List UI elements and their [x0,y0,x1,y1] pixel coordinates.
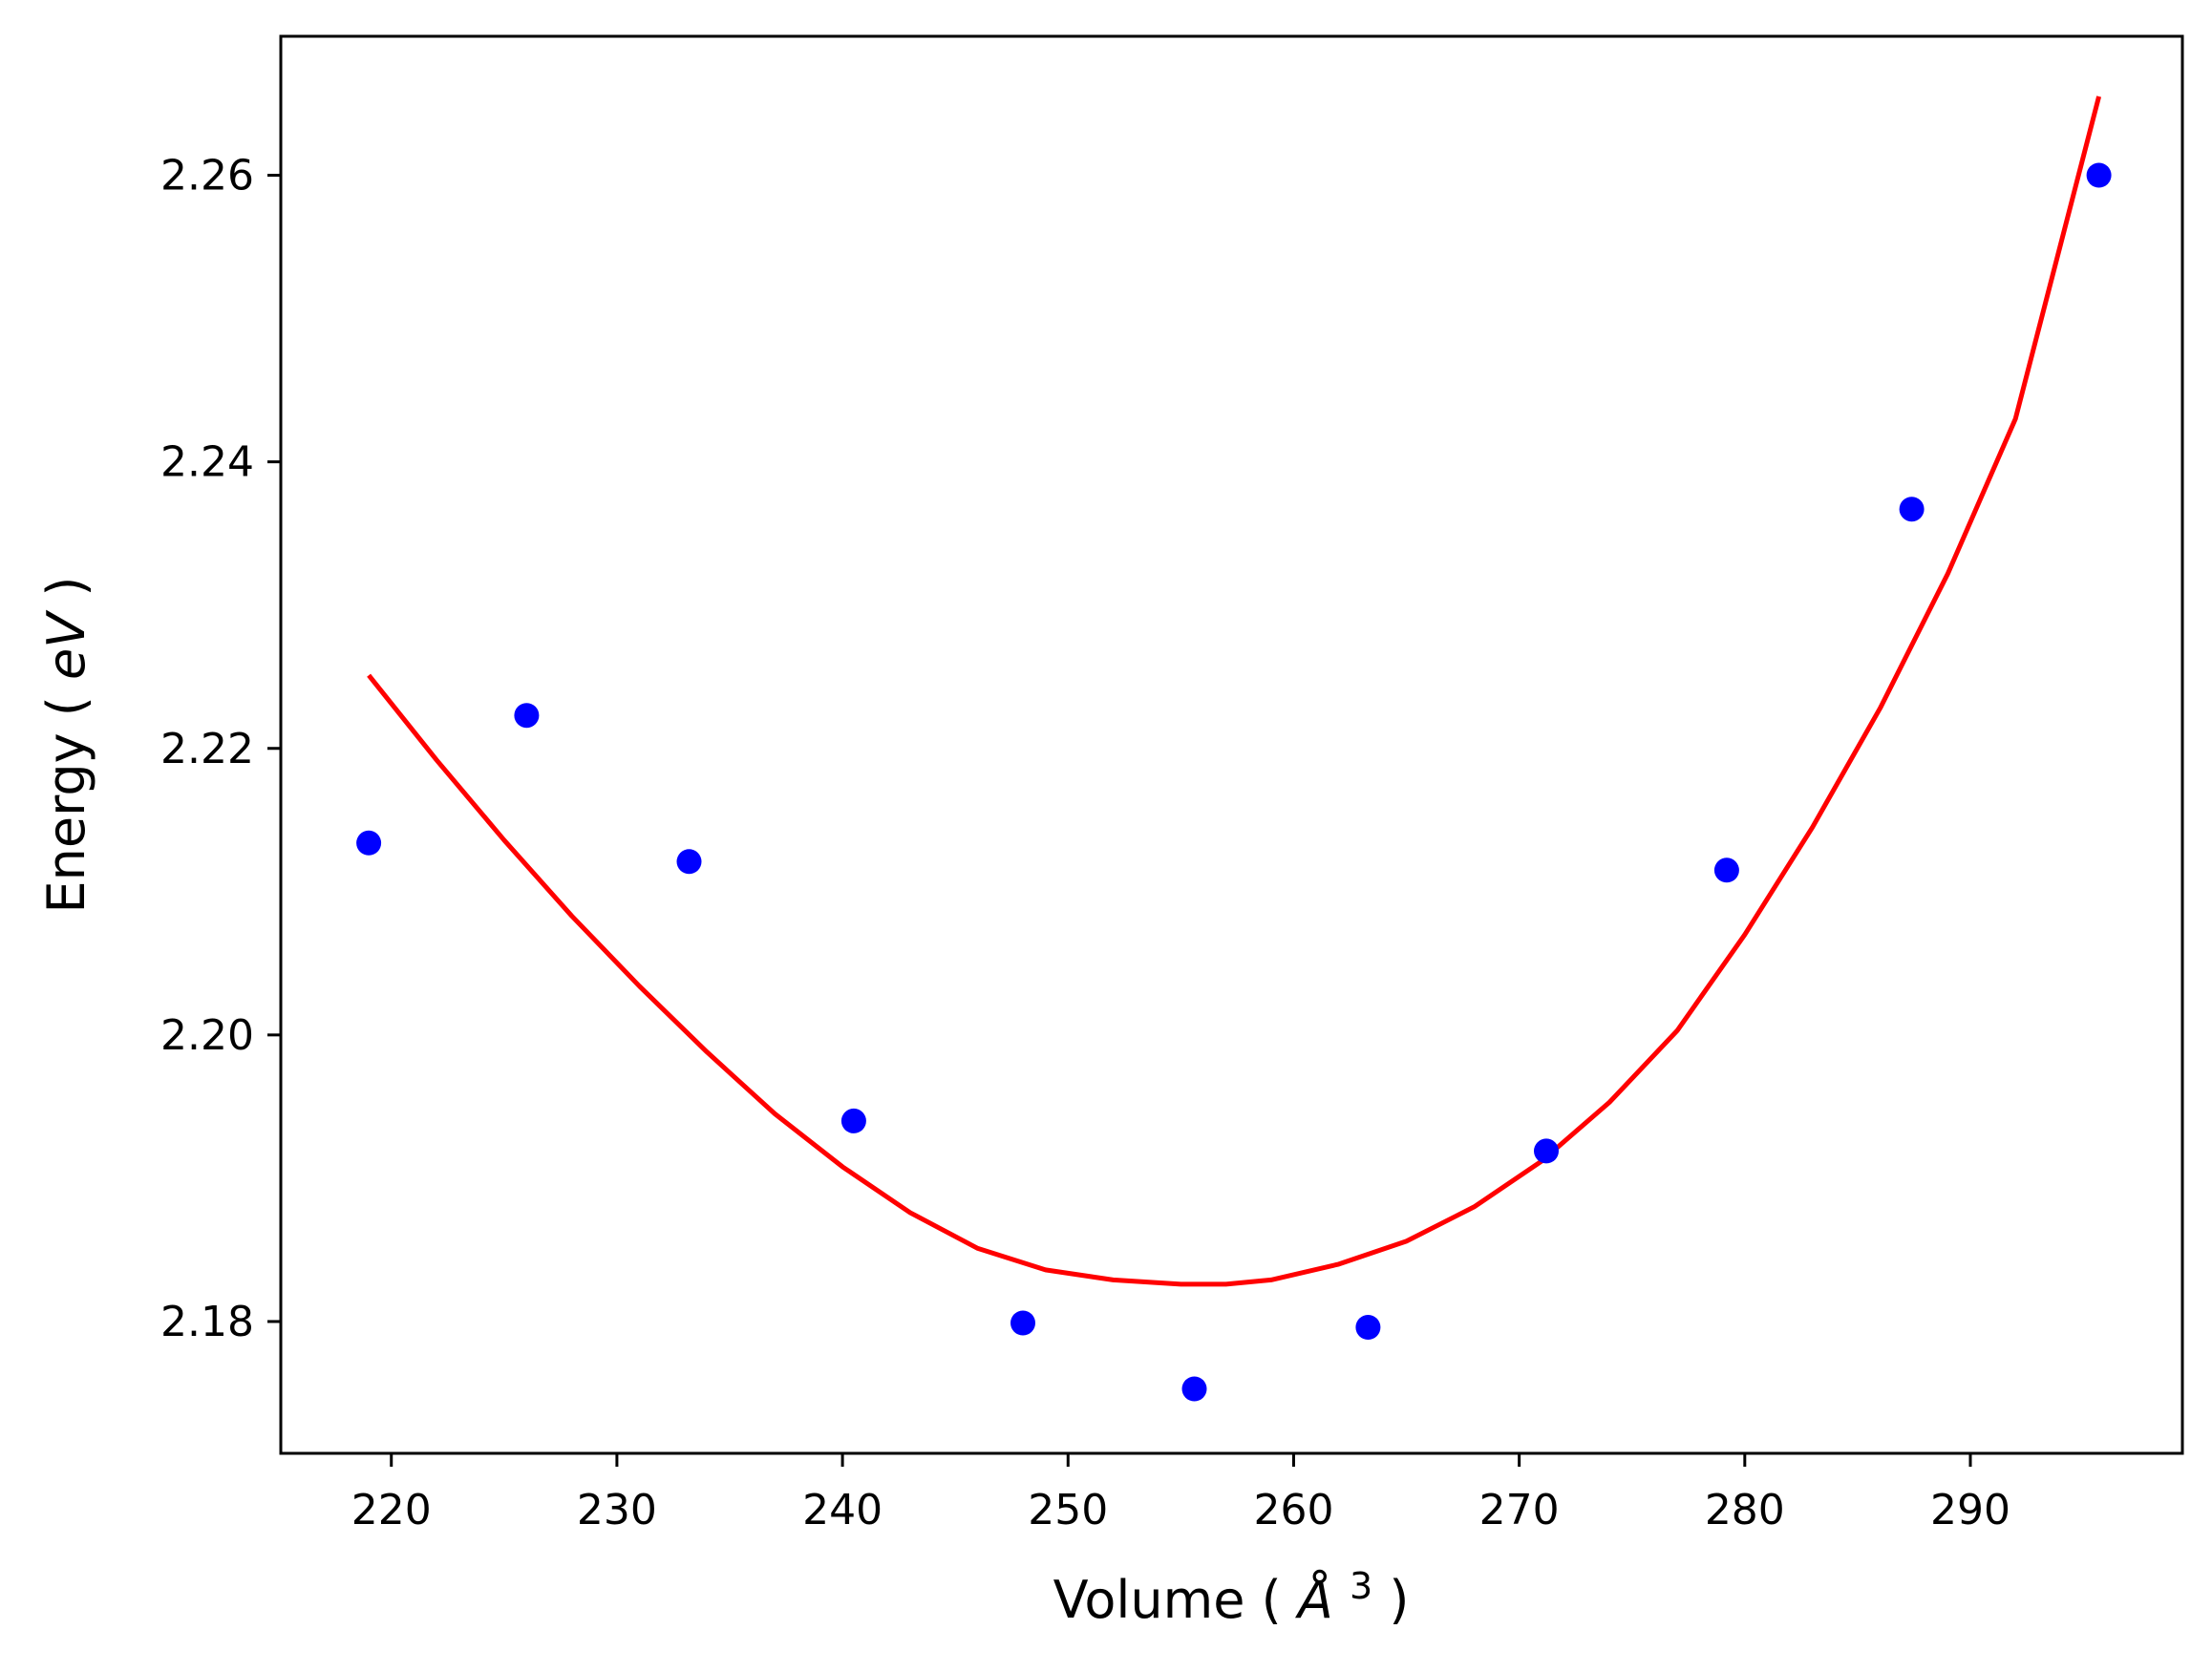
y-axis-ticks: 2.18 2.20 2.22 2.24 2.26 [160,152,281,1346]
data-point [676,849,702,875]
data-point [1010,1310,1035,1336]
x-tick-label: 280 [1705,1486,1785,1534]
x-tick-label: 260 [1253,1486,1333,1534]
y-axis-label-close-paren: ) [36,577,96,597]
x-tick-label: 250 [1028,1486,1108,1534]
y-axis-label-open-paren: ( [36,696,96,716]
x-axis-ticks: 220 230 240 250 260 270 280 290 [351,1453,2010,1534]
data-point [1899,497,1925,522]
y-tick-label: 2.24 [160,438,254,487]
x-tick-label: 290 [1930,1486,2010,1534]
x-axis-label: Volume ( Å 3 ) [1053,1551,1410,1630]
data-point [356,830,382,856]
data-point [2086,162,2112,188]
y-tick-label: 2.26 [160,152,254,201]
data-point [1713,857,1739,883]
x-axis-label-unit: Å [1295,1569,1333,1630]
x-tick-label: 230 [577,1486,657,1534]
data-point [514,703,540,729]
x-axis-label-superscript: 3 [1350,1565,1372,1607]
y-axis-label-text: Energy [36,732,96,913]
y-tick-label: 2.22 [160,725,254,773]
x-tick-label: 270 [1479,1486,1560,1534]
x-tick-label: 220 [351,1486,432,1534]
y-axis-label: Energy ( eV ) [36,577,96,914]
fit-curve-layer [367,95,2102,1287]
x-tick-label: 240 [802,1486,883,1534]
y-axis-label-unit: eV [36,609,96,680]
plot-frame [279,34,2184,1455]
y-tick-label: 2.18 [160,1298,254,1346]
data-point [1181,1376,1207,1402]
fit-curve-line [367,95,2102,1287]
data-point [1534,1138,1559,1164]
x-axis-label-close-paren: ) [1389,1570,1409,1630]
x-axis-label-open-paren: ( [1262,1570,1282,1630]
data-point [840,1108,866,1133]
data-point [1355,1315,1381,1340]
y-tick-label: 2.20 [160,1011,254,1060]
data-points-layer [356,162,2112,1402]
x-axis-label-text: Volume [1053,1570,1245,1630]
